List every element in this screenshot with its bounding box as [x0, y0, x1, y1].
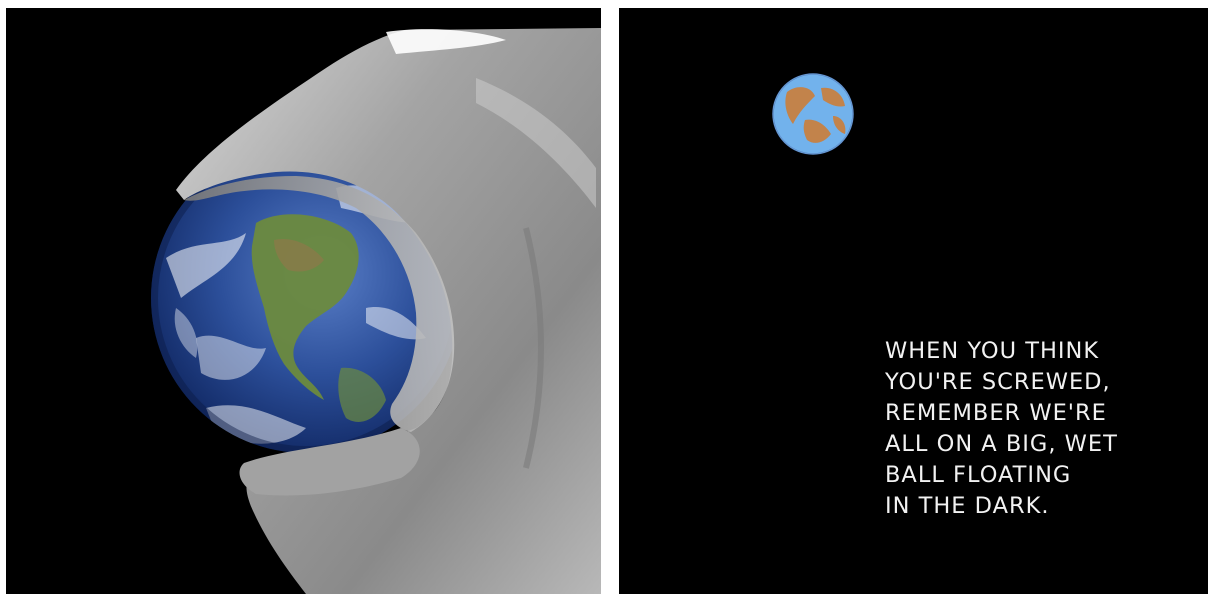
caption-line: BALL FLOATING [885, 462, 1072, 488]
wrench-earth-illustration [151, 28, 601, 594]
caption-panel: WHEN YOU THINK YOU'RE SCREWED, REMEMBER … [619, 8, 1208, 594]
caption-line: YOU'RE SCREWED, [885, 369, 1111, 395]
caption-line: IN THE DARK. [885, 493, 1050, 519]
caption-text: WHEN YOU THINK YOU'RE SCREWED, REMEMBER … [885, 336, 1185, 522]
caption-line: REMEMBER WE'RE [885, 400, 1107, 426]
wrench [176, 28, 601, 594]
photo-panel [6, 8, 601, 594]
caption-line: ALL ON A BIG, WET [885, 431, 1118, 457]
doodle-earth-icon [772, 73, 854, 155]
caption-line: WHEN YOU THINK [885, 338, 1100, 364]
